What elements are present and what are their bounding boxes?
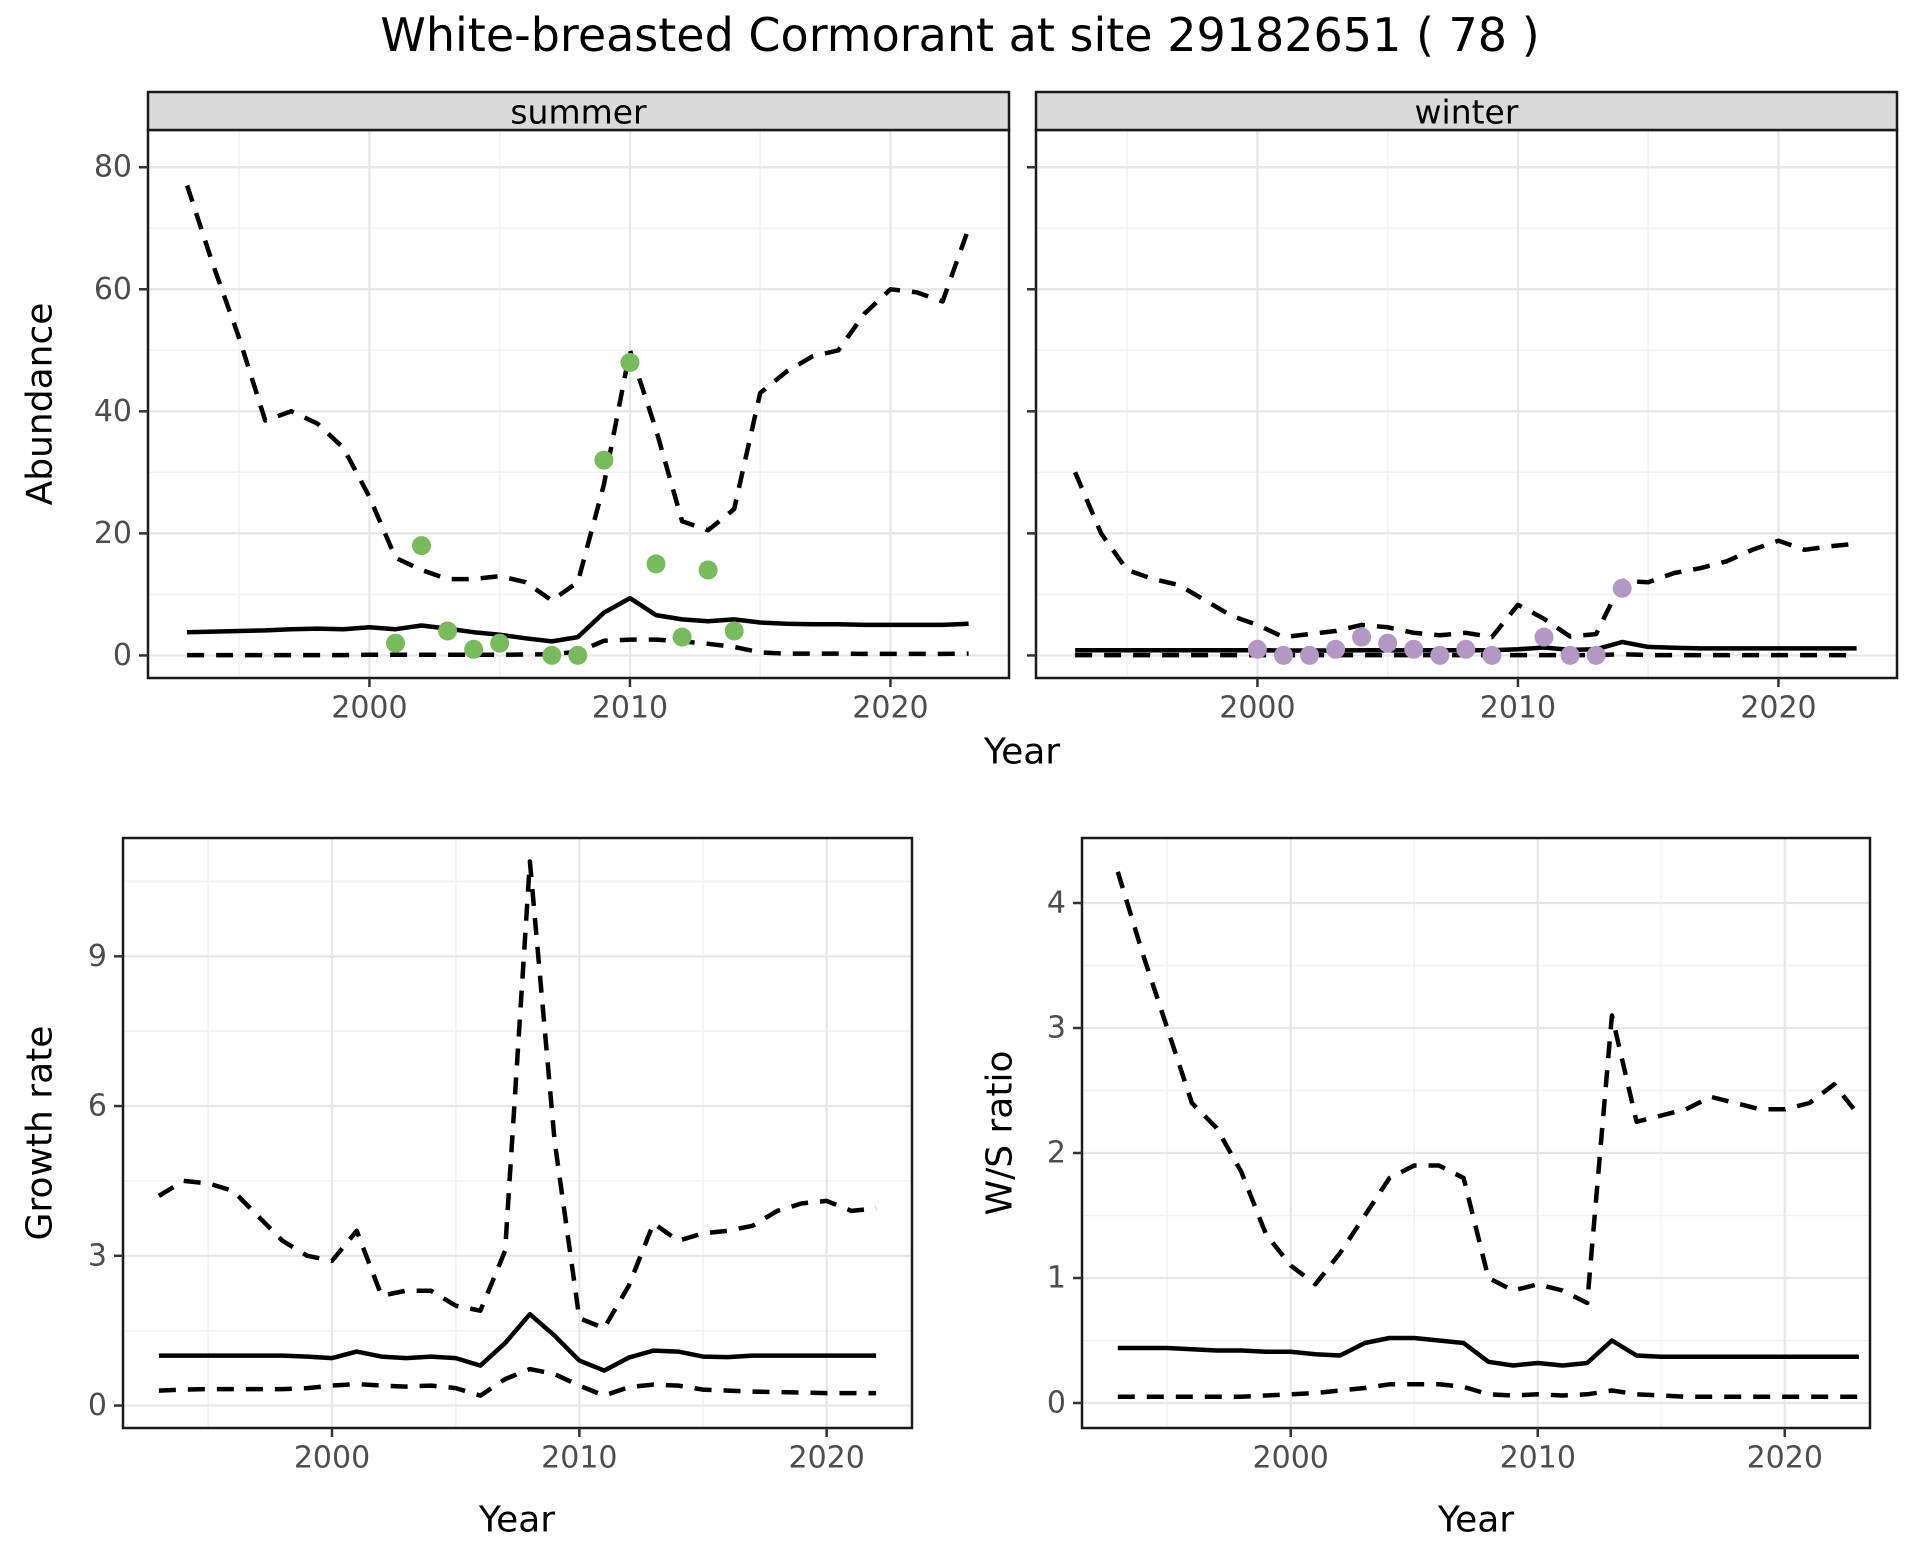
data-point (386, 633, 405, 653)
data-point (1404, 639, 1424, 659)
gridlines-major (123, 838, 912, 1428)
data-point (438, 621, 458, 641)
axis-ticks: 2000 2010 2020 (1027, 165, 1817, 726)
gridlines-minor (1082, 838, 1870, 1428)
y-tick-label: 20 (94, 516, 132, 551)
data-point (1612, 578, 1632, 598)
series-upper_ci (184, 184, 971, 603)
y-tick-label: 9 (88, 939, 107, 974)
y-tick-label: 0 (1047, 1386, 1066, 1421)
x-tick-label: 2000 (1219, 691, 1295, 726)
data-point (672, 627, 692, 647)
panel-W/S ratio: 2000 2010 2020 0 1 2 3 4 (1047, 836, 1872, 1476)
data-point (1247, 639, 1267, 659)
y-tick-label: 0 (88, 1388, 107, 1423)
x-tick-label: 2010 (592, 691, 668, 726)
y-tick-label: 6 (88, 1089, 107, 1124)
series-estimate (158, 1311, 877, 1373)
y-tick-label: 3 (88, 1238, 107, 1273)
observed_counts (386, 353, 744, 665)
facet-strip-label: summer (510, 93, 647, 132)
y-tick-label: 1 (1047, 1261, 1066, 1296)
gridlines-major (1036, 130, 1897, 678)
x-tick-label: 2000 (331, 691, 407, 726)
x-tick-label: 2020 (1747, 1441, 1823, 1476)
data-point (1482, 645, 1502, 665)
panel-border (1080, 836, 1872, 1430)
axis-title: Abundance (19, 302, 61, 506)
series-estimate (1117, 1335, 1859, 1368)
y-tick-label: 80 (94, 150, 132, 185)
facet-strip (1034, 90, 1899, 132)
series-upper_ci (157, 859, 877, 1331)
gridlines-minor (1036, 130, 1897, 678)
x-tick-label: 2010 (1480, 691, 1556, 726)
facet-strip (146, 90, 1011, 132)
y-tick-label: 3 (1047, 1011, 1066, 1046)
data-point (568, 645, 588, 665)
data-point (1456, 639, 1476, 659)
axis-title: W/S ratio (979, 1050, 1021, 1216)
y-tick-label: 2 (1047, 1136, 1066, 1171)
series-upper_ci (1115, 871, 1861, 1306)
axis-title: Year (1437, 1499, 1515, 1541)
x-tick-label: 2000 (1253, 1441, 1329, 1476)
x-tick-label: 2020 (852, 691, 928, 726)
y-tick-label: 4 (1047, 886, 1066, 921)
data-point (412, 536, 431, 556)
data-point (646, 554, 666, 574)
axis-ticks: 2000 2010 2020 0 3 6 9 (88, 939, 865, 1476)
x-tick-label: 2000 (294, 1441, 370, 1476)
axis-title: Year (478, 1499, 556, 1541)
series-lower_ci (158, 1366, 877, 1398)
data-point (1534, 627, 1554, 647)
data-point (724, 621, 744, 641)
data-point (1274, 645, 1293, 665)
panel-summer: summer 2000 2010 2020 0 20 40 60 80 (94, 90, 1011, 726)
data-point (1300, 645, 1319, 665)
data-point (1378, 633, 1398, 653)
series-lower_ci (1117, 1382, 1859, 1400)
axis-ticks: 2000 2010 2020 0 20 40 60 80 (94, 150, 929, 726)
x-tick-label: 2010 (1500, 1441, 1576, 1476)
data-point (620, 353, 640, 372)
series-upper_ci (1073, 471, 1857, 640)
data-point (464, 639, 484, 659)
x-tick-label: 2010 (541, 1441, 617, 1476)
gridlines-minor (148, 130, 1009, 678)
data-point (1560, 645, 1580, 665)
x-tick-label: 2020 (1740, 691, 1816, 726)
data-point (698, 560, 718, 580)
data-point (594, 450, 614, 470)
y-tick-label: 40 (94, 394, 132, 429)
y-tick-label: 60 (94, 272, 132, 307)
observed_counts (1247, 578, 1632, 665)
panel-border (121, 836, 914, 1430)
chart-title: White-breasted Cormorant at site 2918265… (380, 8, 1540, 62)
data-point (1326, 639, 1346, 659)
axis-title: Growth rate (19, 1025, 61, 1241)
panel-Growth rate: 2000 2010 2020 0 3 6 9 (88, 836, 914, 1476)
axis-title: Year (983, 731, 1061, 773)
data-point (490, 633, 510, 653)
panel-winter: winter 2000 2010 2020 (1027, 90, 1899, 726)
gridlines-major (1082, 838, 1870, 1428)
x-tick-label: 2020 (788, 1441, 864, 1476)
data-point (542, 645, 562, 665)
series-estimate (187, 595, 969, 644)
facet-strip-label: winter (1415, 93, 1519, 132)
data-point (1586, 645, 1606, 665)
axis-ticks: 2000 2010 2020 0 1 2 3 4 (1047, 886, 1823, 1476)
data-point (1352, 627, 1372, 647)
data-point (1430, 645, 1450, 665)
y-tick-label: 0 (113, 638, 132, 673)
